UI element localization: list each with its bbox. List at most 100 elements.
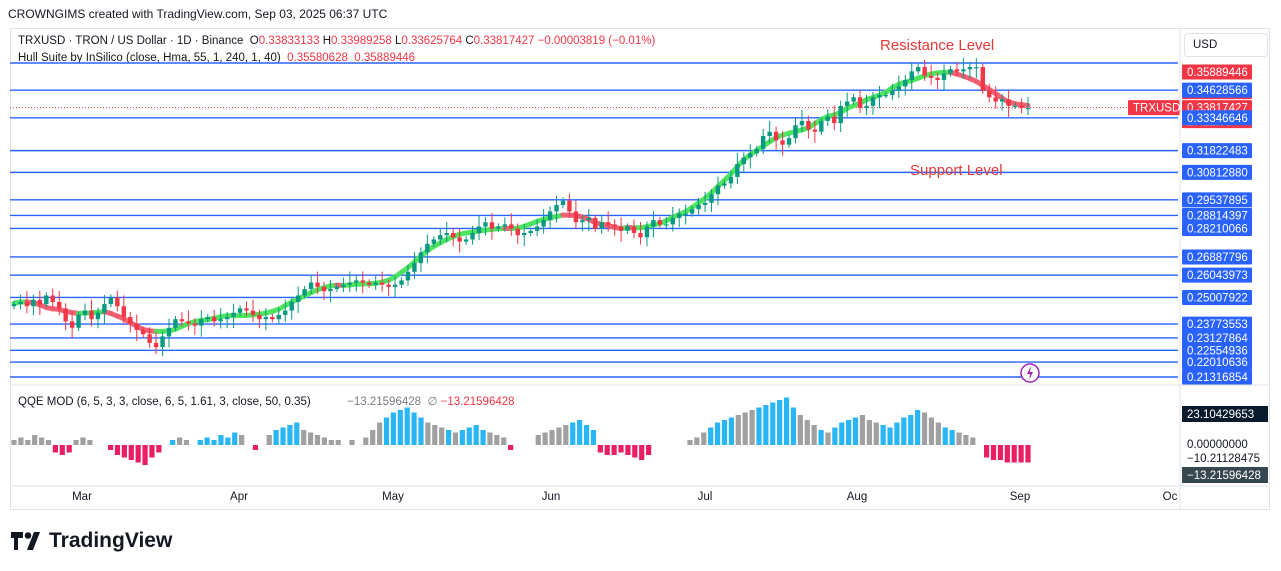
candle-body: [999, 99, 1005, 102]
indicator-value-1: 0.35580628: [287, 52, 348, 64]
change-value: −0.00003819 (−0.01%): [537, 35, 656, 47]
qqe-bar: [963, 435, 969, 445]
candle-body: [586, 217, 592, 221]
candle-body: [741, 157, 747, 165]
indicator-title[interactable]: Hull Suite by InSilico (close, Hma, 55, …: [18, 52, 281, 64]
close-value: 0.33817427: [473, 35, 535, 47]
candle-body: [270, 317, 275, 320]
qqe-bar: [59, 445, 65, 455]
candle-body: [748, 153, 753, 158]
candle-body: [244, 308, 249, 311]
qqe-bar: [73, 440, 79, 445]
close-label: C: [465, 35, 474, 47]
qqe-bar: [383, 417, 390, 445]
qqe-bar: [901, 417, 907, 445]
candle-body: [263, 317, 269, 320]
candle-body: [147, 334, 152, 343]
candle-body: [134, 323, 139, 330]
qqe-bar: [501, 437, 507, 445]
candle-body: [115, 297, 120, 307]
candle-body: [354, 280, 359, 283]
candle-body: [160, 336, 165, 348]
candle-body: [37, 299, 43, 305]
candle-body: [283, 310, 288, 315]
empty-set-icon: ∅: [427, 396, 438, 408]
candle-body: [793, 125, 798, 139]
high-label: H: [322, 35, 331, 47]
price-label: 0.23127864: [1187, 333, 1248, 345]
qqe-bar: [859, 415, 866, 445]
qqe-bar: [797, 415, 803, 445]
qqe-bar: [128, 445, 134, 460]
qqe-title[interactable]: QQE MOD (6, 5, 3, 3, close, 6, 5, 1.61, …: [18, 396, 311, 408]
candle-body: [819, 120, 824, 132]
candle-body: [44, 295, 49, 305]
qqe-bar: [135, 445, 141, 463]
qqe-bar: [397, 410, 403, 445]
qqe-bar: [183, 440, 190, 445]
candle-body: [57, 301, 62, 309]
price-label: 0.26887796: [1187, 252, 1248, 264]
qqe-bar: [121, 445, 127, 458]
qqe-bar: [535, 435, 541, 445]
qqe-bar: [721, 420, 728, 445]
qqe-bar: [632, 445, 638, 458]
currency-selector[interactable]: USD: [1184, 33, 1268, 57]
qqe-bar: [777, 400, 783, 445]
candle-body: [315, 282, 320, 287]
candle-body: [735, 164, 740, 177]
price-label-bg: [1182, 143, 1252, 159]
qqe-value-1: −13.21596428: [347, 396, 422, 408]
qqe-legend: QQE MOD (6, 5, 3, 3, close, 6, 5, 1.61, …: [18, 394, 515, 408]
candle-body: [593, 217, 598, 229]
candle-body: [715, 185, 721, 195]
brand-name: TradingView: [49, 529, 173, 552]
qqe-bar: [542, 432, 548, 445]
qqe-bar: [232, 432, 238, 445]
qqe-bar: [425, 422, 431, 445]
qqe-bar: [984, 445, 990, 458]
qqe-bar: [577, 420, 583, 445]
qqe-bar: [211, 440, 217, 445]
candle-body: [212, 317, 217, 322]
qqe-label: 23.10429653: [1187, 409, 1254, 421]
symbol-title[interactable]: TRXUSD · TRON / US Dollar · 1D · Binance: [18, 35, 244, 47]
candle-body: [1012, 105, 1018, 108]
qqe-label: −13.21596428: [1187, 470, 1261, 482]
qqe-bar: [363, 437, 369, 445]
candle-body: [63, 308, 68, 322]
candle-body: [457, 237, 462, 242]
candle-body: [890, 90, 895, 96]
price-label-bg: [1182, 267, 1252, 283]
candle-body: [877, 95, 882, 98]
tradingview-logo: TradingView: [11, 529, 172, 553]
price-label: 0.31822483: [1187, 146, 1248, 158]
candle-body: [767, 131, 772, 137]
price-label-bg: [1182, 330, 1252, 346]
price-label: 0.28210066: [1187, 223, 1248, 235]
qqe-bar: [811, 425, 817, 445]
candle-body: [909, 71, 914, 81]
qqe-bar: [935, 422, 941, 445]
candle-body: [605, 222, 611, 225]
candle-body: [547, 211, 553, 221]
qqe-bar: [894, 422, 900, 445]
qqe-bar: [294, 422, 300, 445]
candle-body: [173, 319, 178, 328]
qqe-bar: [908, 415, 914, 445]
candle-body: [922, 67, 927, 76]
candle-body: [567, 200, 572, 212]
symbol-legend: TRXUSD · TRON / US Dollar · 1D · Binance…: [18, 35, 655, 47]
candle-body: [153, 342, 159, 348]
price-label: 0.34628566: [1187, 85, 1248, 97]
qqe-bar: [487, 432, 493, 445]
tradingview-logo-icon: [11, 532, 40, 550]
qqe-bar: [921, 412, 928, 445]
qqe-bar: [873, 422, 879, 445]
qqe-bar: [701, 432, 707, 445]
qqe-bar: [266, 435, 272, 445]
candle-body: [728, 176, 734, 184]
qqe-bar: [990, 445, 997, 460]
qqe-bar: [466, 427, 472, 445]
